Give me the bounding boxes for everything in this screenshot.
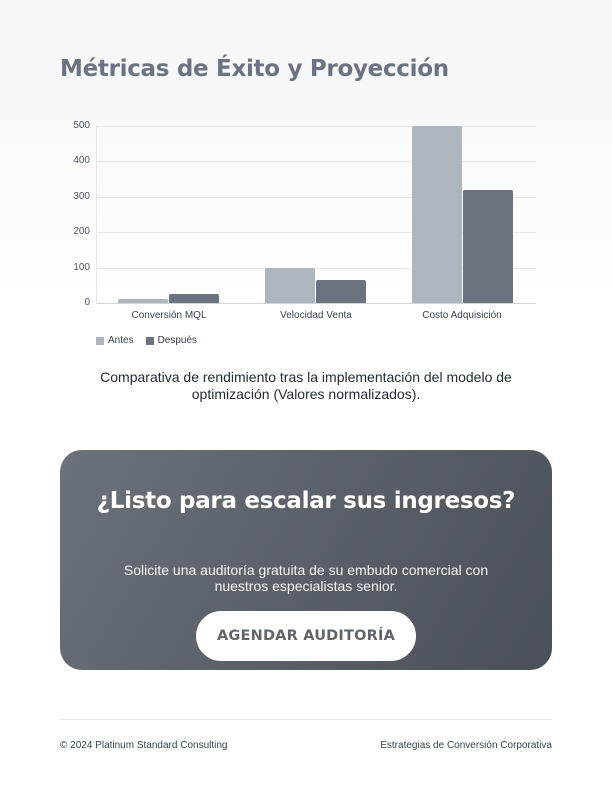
legend-label-despues: Después [157, 335, 198, 346]
legend-swatch-antes-icon [96, 336, 104, 345]
bar-despues-2[interactable] [462, 189, 513, 303]
legend-swatch-despues-icon [145, 336, 154, 345]
footer-divider [60, 719, 552, 720]
y-tick-500: 500 [73, 120, 90, 131]
y-tick-0: 0 [84, 297, 90, 308]
x-axis-line [96, 303, 536, 304]
legend-label-antes: Antes [108, 335, 134, 346]
x-tick-velocidad-venta: Velocidad Venta [280, 310, 352, 321]
chart-caption: Comparativa de rendimiento tras la imple… [100, 369, 512, 402]
x-tick-conversion-mql: Conversión MQL [131, 310, 207, 321]
y-tick-200: 200 [73, 226, 90, 237]
chart-legend: Antes Después [96, 335, 197, 346]
bar-antes-0[interactable] [118, 298, 169, 303]
bar-despues-1[interactable] [316, 279, 366, 303]
y-axis-line [96, 126, 97, 304]
schedule-audit-button[interactable]: AGENDAR AUDITORÍA [196, 611, 416, 661]
gridline [96, 232, 536, 233]
page-title: Métricas de Éxito y Proyección [60, 56, 449, 82]
bar-chart: 500 400 300 200 100 0 Conversión MQL Vel… [60, 115, 552, 355]
y-tick-400: 400 [73, 155, 90, 166]
gridline [96, 161, 536, 162]
legend-item-antes[interactable]: Antes [96, 335, 134, 346]
cta-title: ¿Listo para escalar sus ingresos? [96, 488, 516, 514]
bar-despues-0[interactable] [169, 294, 220, 303]
legend-item-despues[interactable]: Después [145, 335, 198, 346]
footer-copyright: © 2024 Platinum Standard Consulting [60, 740, 228, 751]
cta-description: Solicite una auditoría gratuita de su em… [123, 562, 489, 594]
bar-antes-1[interactable] [265, 267, 315, 303]
bar-antes-2[interactable] [411, 126, 462, 303]
gridline [96, 268, 536, 269]
gridline [96, 126, 536, 127]
x-tick-costo-adquisicion: Costo Adquisición [422, 310, 502, 321]
footer-tagline: Estrategias de Conversión Corporativa [380, 740, 552, 751]
y-tick-300: 300 [73, 191, 90, 202]
gridline [96, 197, 536, 198]
y-tick-100: 100 [73, 262, 90, 273]
cta-panel: ¿Listo para escalar sus ingresos? Solici… [60, 450, 552, 670]
